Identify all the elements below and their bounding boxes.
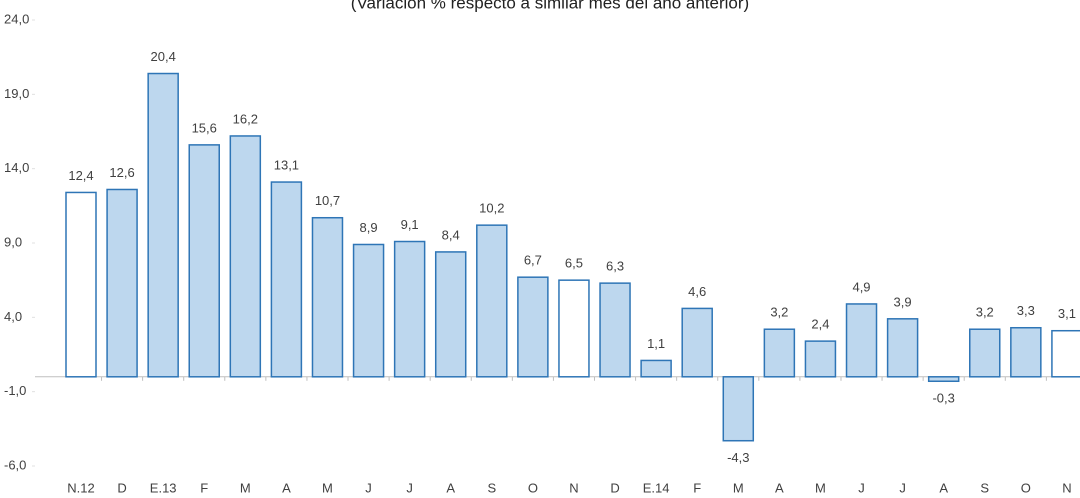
x-tick-label: M <box>815 480 826 495</box>
value-label: -0,3 <box>932 391 954 406</box>
x-tick-label: J <box>406 480 413 495</box>
value-label: 3,1 <box>1058 306 1076 321</box>
y-tick-label: 4,0 <box>4 309 22 324</box>
bar <box>640 359 672 378</box>
bar <box>188 144 220 378</box>
bar <box>270 181 303 378</box>
bar <box>147 72 179 378</box>
value-label: 9,1 <box>401 217 419 232</box>
bar <box>476 224 508 378</box>
x-tick-label: M <box>322 480 333 495</box>
value-label: 10,7 <box>315 193 340 208</box>
bar <box>517 276 549 378</box>
bar <box>599 282 631 378</box>
bar <box>352 243 385 378</box>
bar <box>1010 326 1042 378</box>
x-tick-label: N <box>1062 480 1071 495</box>
y-tick-label: 14,0 <box>4 160 29 175</box>
bar <box>393 240 426 378</box>
x-tick-label: E.13 <box>150 480 177 495</box>
y-tick-label: 24,0 <box>4 11 29 26</box>
y-tick-label: 19,0 <box>4 86 29 101</box>
x-tick-label: J <box>899 480 906 495</box>
bar <box>804 340 837 378</box>
x-tick-label: A <box>775 480 784 495</box>
chart-title: (Variación % respecto a similar mes del … <box>351 0 749 12</box>
x-tick-label: S <box>980 480 989 495</box>
x-tick-label: A <box>446 480 455 495</box>
bar <box>106 188 138 378</box>
value-label: 3,2 <box>770 305 788 320</box>
value-label: 3,3 <box>1017 303 1035 318</box>
x-tick-label: M <box>240 480 251 495</box>
value-label: 20,4 <box>151 49 176 64</box>
y-tick-label: -1,0 <box>4 383 26 398</box>
value-label: 1,1 <box>647 336 665 351</box>
x-tick-label: F <box>200 480 208 495</box>
value-label: 6,3 <box>606 259 624 274</box>
x-tick-label: O <box>528 480 538 495</box>
y-tick-label: -6,0 <box>4 457 26 472</box>
bar <box>927 376 960 383</box>
bar <box>229 135 262 378</box>
value-label: 3,9 <box>894 294 912 309</box>
x-tick-label: J <box>858 480 865 495</box>
value-label: 8,9 <box>360 220 378 235</box>
bar <box>558 279 590 378</box>
x-tick-label: E.14 <box>643 480 670 495</box>
bar <box>969 328 1001 378</box>
x-tick-label: O <box>1021 480 1031 495</box>
value-label: 10,2 <box>479 201 504 216</box>
bar <box>681 307 713 378</box>
value-label: 16,2 <box>233 111 258 126</box>
value-label: 12,6 <box>109 165 134 180</box>
value-label: 15,6 <box>192 120 217 135</box>
bar <box>722 376 755 442</box>
x-tick-label: N <box>569 480 578 495</box>
bar <box>434 251 467 378</box>
bar <box>763 328 796 378</box>
value-label: -4,3 <box>727 450 749 465</box>
value-label: 6,5 <box>565 256 583 271</box>
bar <box>845 303 878 378</box>
y-tick-label: 9,0 <box>4 234 22 249</box>
x-tick-label: D <box>610 480 619 495</box>
value-label: 13,1 <box>274 157 299 172</box>
bar <box>886 318 919 378</box>
bar <box>1051 329 1080 378</box>
x-tick-label: F <box>693 480 701 495</box>
x-tick-label: M <box>733 480 744 495</box>
value-label: 3,2 <box>976 305 994 320</box>
bar <box>65 191 97 378</box>
x-tick-label: D <box>117 480 126 495</box>
x-tick-label: S <box>487 480 496 495</box>
value-label: 6,7 <box>524 253 542 268</box>
x-tick-label: A <box>282 480 291 495</box>
value-label: 2,4 <box>811 317 829 332</box>
value-label: 8,4 <box>442 227 460 242</box>
x-tick-label: A <box>939 480 948 495</box>
value-label: 4,6 <box>688 284 706 299</box>
value-label: 4,9 <box>852 279 870 294</box>
x-tick-label: N.12 <box>67 480 94 495</box>
x-tick-label: J <box>365 480 372 495</box>
bar <box>311 216 344 378</box>
value-label: 12,4 <box>68 168 93 183</box>
